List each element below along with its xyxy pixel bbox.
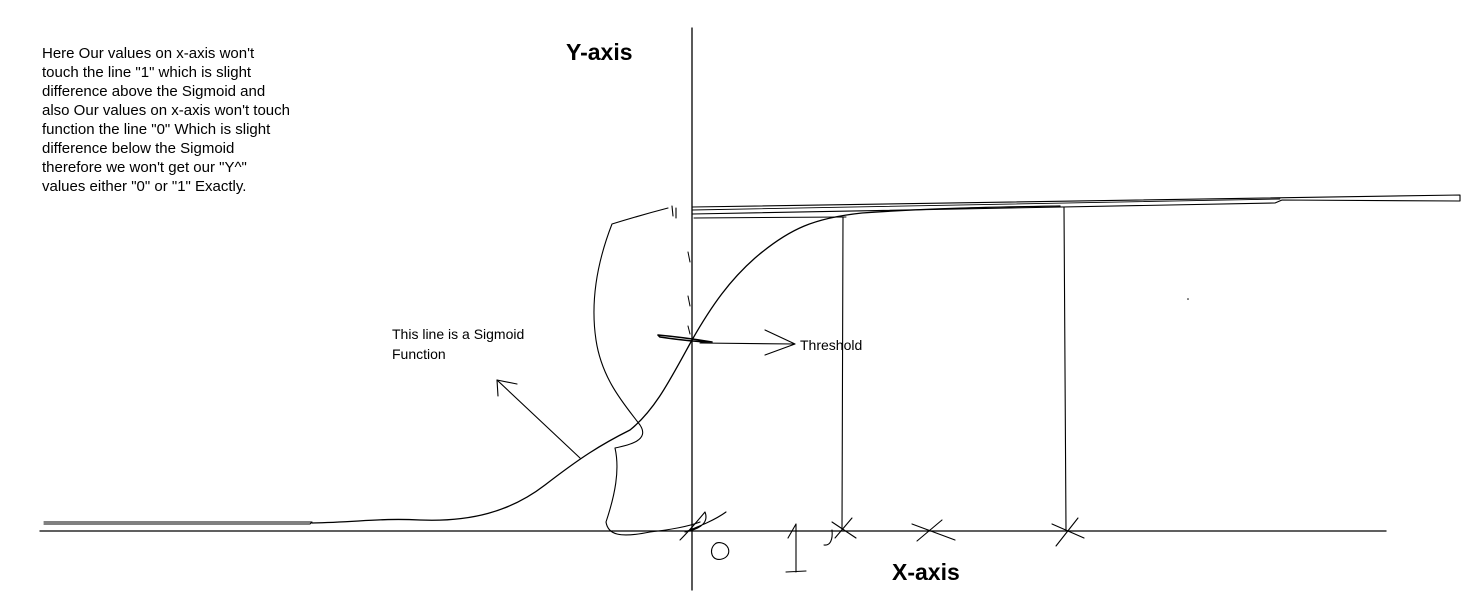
y-one-tick	[671, 205, 677, 219]
threshold-arrow-head	[764, 329, 796, 356]
small-hook-mark	[823, 529, 833, 546]
sigmoid-arrow-shaft	[496, 379, 581, 459]
x-mark-2	[911, 519, 956, 542]
y-axis-title: Y-axis	[566, 39, 633, 65]
hand-drawn-outline	[593, 207, 701, 536]
x-axis-title: X-axis	[892, 559, 960, 585]
x-mark-3	[1051, 517, 1085, 547]
threshold-label: Threshold	[800, 337, 863, 353]
x-mark-1	[831, 517, 857, 539]
x-one-mark	[785, 523, 807, 573]
threshold-marker	[657, 334, 713, 343]
sigmoid-curve	[311, 205, 1061, 524]
y-axis-dashes	[687, 251, 691, 335]
small-loop-mark	[710, 542, 730, 561]
upper-limit-line	[691, 194, 1461, 215]
sigmoid-arrow-head	[496, 379, 518, 397]
explanation-note: Here Our values on x-axis won't touch th…	[42, 45, 290, 195]
drop-line-2	[1063, 206, 1067, 531]
sigmoid-label: This line is a Sigmoid Function	[392, 326, 525, 362]
threshold-arrow-shaft	[699, 342, 796, 345]
drop-line-1	[841, 216, 844, 531]
origin-scribble	[679, 511, 727, 541]
stray-dot	[1187, 298, 1189, 300]
upper-limit-tick	[693, 216, 847, 219]
upper-limit-line-inner	[691, 198, 1281, 211]
lower-limit-line	[43, 521, 313, 525]
